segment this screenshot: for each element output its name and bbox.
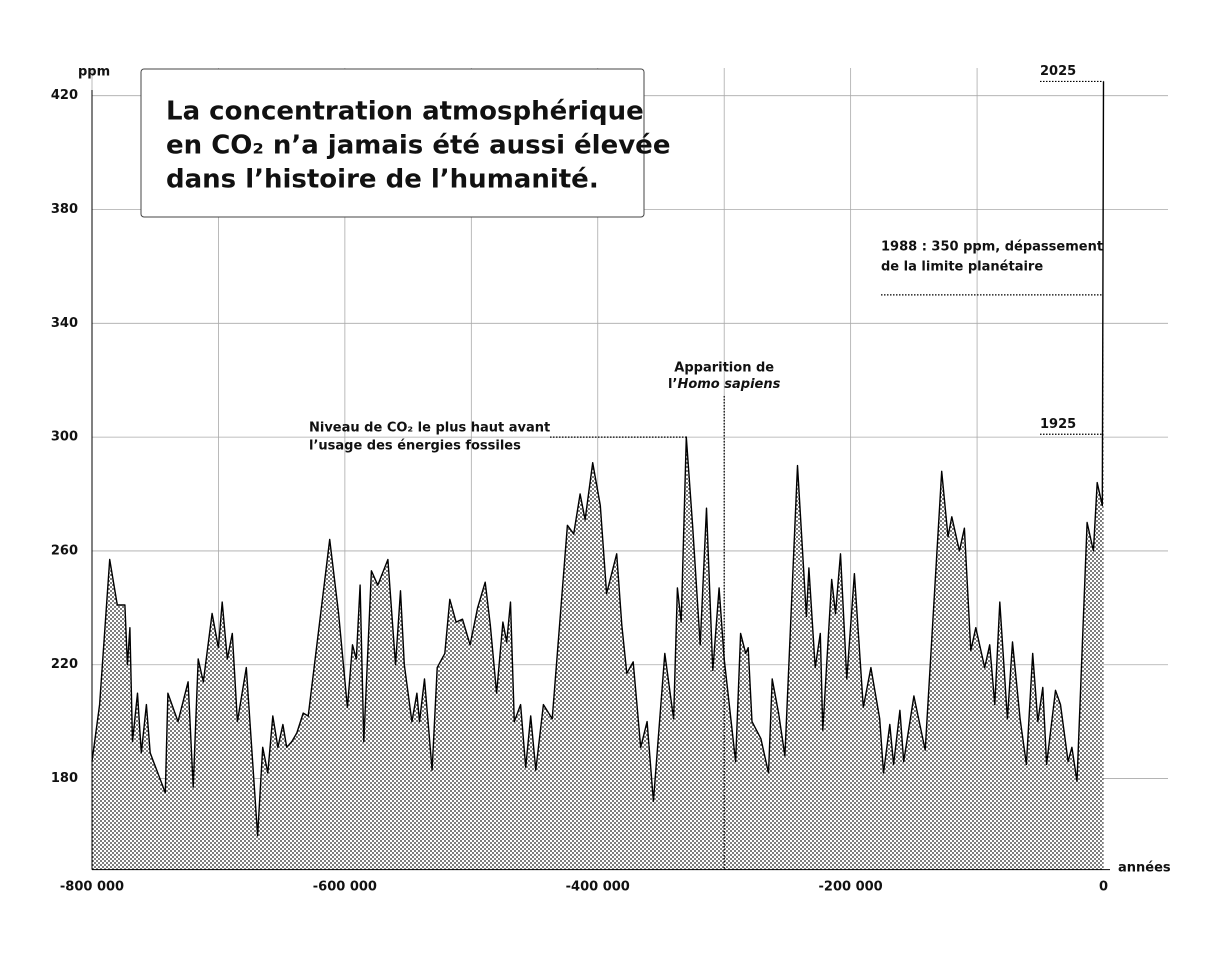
overlay: ppm années La concentration atmosphérique e… bbox=[78, 64, 1171, 876]
y-tick-label: 340 bbox=[51, 316, 78, 331]
y-tick-label: 260 bbox=[51, 543, 78, 558]
area-line bbox=[91, 81, 1105, 837]
annotation: Apparition de bbox=[674, 361, 774, 376]
x-tick-label: 0 bbox=[1099, 880, 1108, 895]
y-tick-label: 300 bbox=[51, 430, 78, 445]
title-box bbox=[140, 68, 645, 218]
y-tick-label: 420 bbox=[51, 88, 78, 103]
plot bbox=[91, 81, 1105, 870]
chart-title: dans l’histoire de l’humanité. bbox=[166, 165, 599, 195]
y-axis-label: ppm bbox=[78, 65, 110, 80]
area-fill bbox=[92, 81, 1104, 870]
y-tick-label: 180 bbox=[51, 771, 78, 786]
x-tick-label: -600 000 bbox=[313, 880, 377, 895]
annotation: l’usage des énergies fossiles bbox=[309, 439, 521, 454]
chart-title: en CO₂ n’a jamais été aussi élevée bbox=[166, 131, 670, 161]
y-tick-label: 220 bbox=[51, 657, 78, 672]
x-tick-label: -800 000 bbox=[60, 880, 124, 895]
x-axis-label: années bbox=[1118, 861, 1171, 876]
annotation: de la limite planétaire bbox=[881, 260, 1043, 275]
annotation: Niveau de CO₂ le plus haut avant bbox=[309, 421, 550, 436]
annotation: 1925 bbox=[1040, 417, 1076, 432]
chart-title: La concentration atmosphérique bbox=[166, 97, 644, 127]
annotation-italic: Homo sapiens bbox=[677, 377, 780, 392]
annotation-prefix: l’ bbox=[668, 377, 677, 392]
x-tick-label: -200 000 bbox=[819, 880, 883, 895]
annotation: l’Homo sapiens bbox=[668, 377, 781, 392]
annotation: 1988 : 350 ppm, dépassement bbox=[881, 240, 1103, 255]
annotation: 2025 bbox=[1040, 64, 1076, 79]
y-tick-label: 380 bbox=[51, 202, 78, 217]
x-tick-label: -400 000 bbox=[566, 880, 630, 895]
